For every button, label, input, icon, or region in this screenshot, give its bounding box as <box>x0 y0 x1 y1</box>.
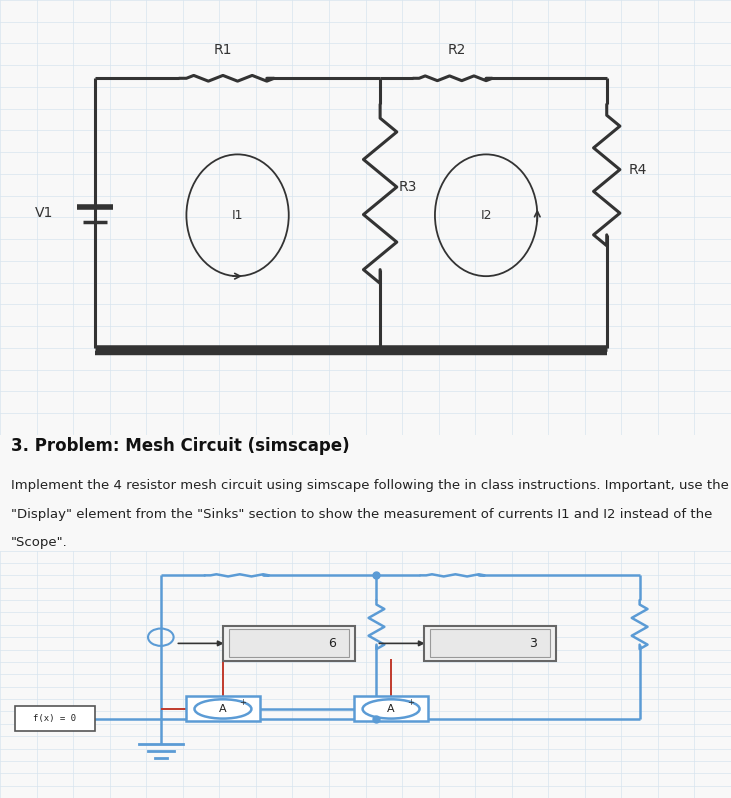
FancyBboxPatch shape <box>355 697 428 721</box>
FancyBboxPatch shape <box>229 630 349 658</box>
Text: 3: 3 <box>529 637 537 650</box>
Text: I2: I2 <box>480 209 492 222</box>
FancyBboxPatch shape <box>424 626 556 661</box>
Text: A: A <box>219 704 227 714</box>
Text: "Scope".: "Scope". <box>11 535 68 548</box>
FancyBboxPatch shape <box>15 706 95 731</box>
Text: I1: I1 <box>232 209 243 222</box>
Text: Implement the 4 resistor mesh circuit using simscape following the in class inst: Implement the 4 resistor mesh circuit us… <box>11 480 729 492</box>
Text: V1: V1 <box>34 206 53 220</box>
Text: R2: R2 <box>447 42 466 57</box>
Text: R1: R1 <box>213 42 232 57</box>
Text: R3: R3 <box>398 180 417 194</box>
Text: f(x) = 0: f(x) = 0 <box>34 714 76 723</box>
Text: A: A <box>387 704 395 714</box>
FancyBboxPatch shape <box>430 630 550 658</box>
Text: "Display" element from the "Sinks" section to show the measurement of currents I: "Display" element from the "Sinks" secti… <box>11 508 712 520</box>
FancyBboxPatch shape <box>223 626 355 661</box>
Text: +: + <box>407 698 414 707</box>
FancyBboxPatch shape <box>186 697 260 721</box>
Text: 6: 6 <box>328 637 336 650</box>
Text: +: + <box>239 698 246 707</box>
Text: R4: R4 <box>629 163 647 176</box>
Text: 3. Problem: Mesh Circuit (simscape): 3. Problem: Mesh Circuit (simscape) <box>11 437 349 456</box>
